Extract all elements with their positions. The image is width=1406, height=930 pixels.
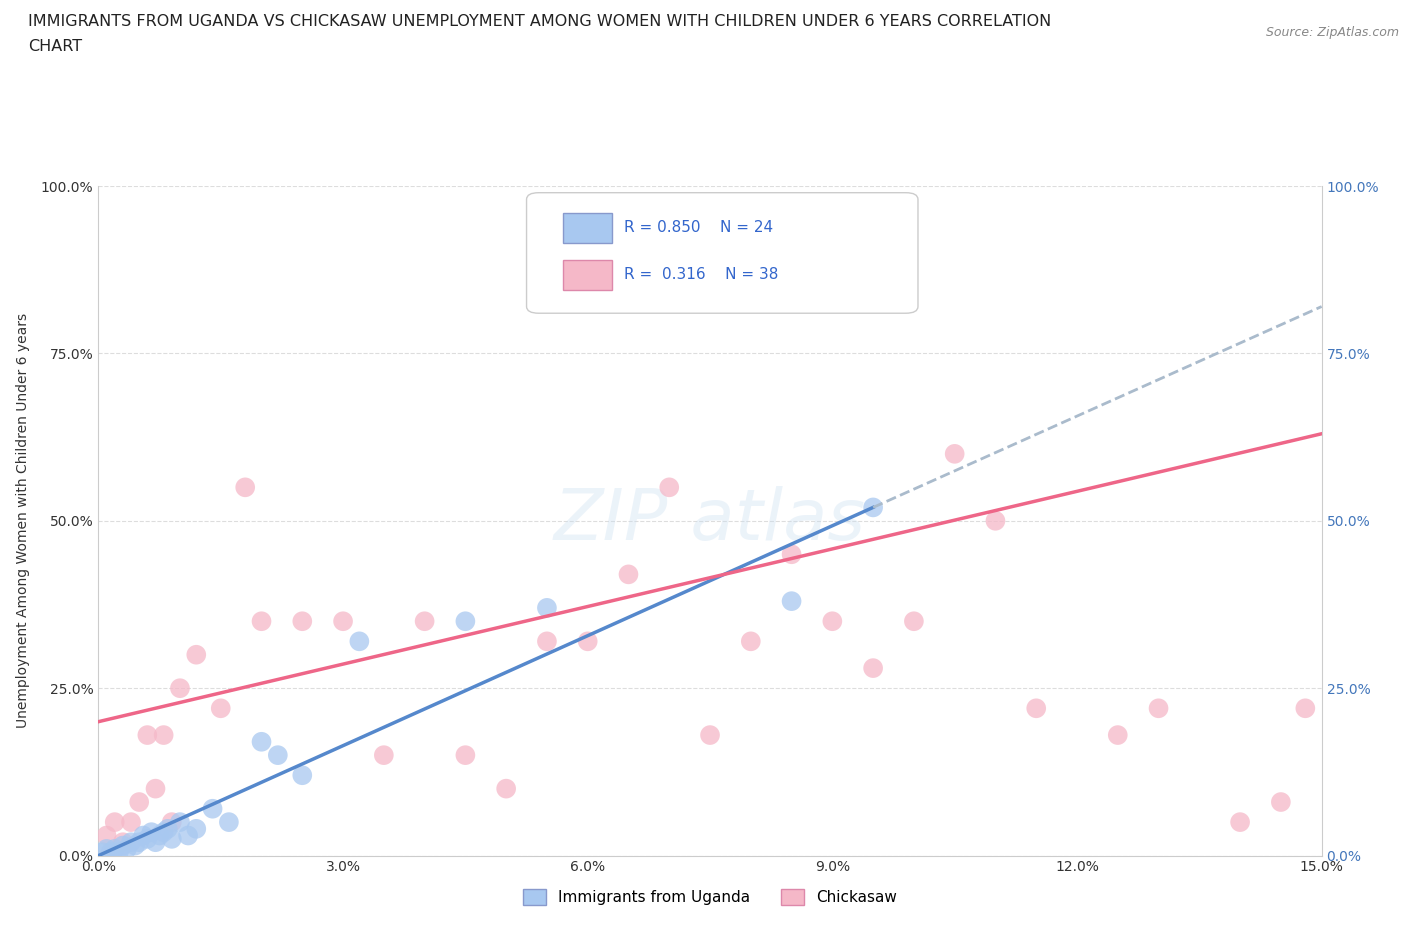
- Point: [96, 828, 118, 843]
- Text: IMMIGRANTS FROM UGANDA VS CHICKASAW UNEMPLOYMENT AMONG WOMEN WITH CHILDREN UNDER: IMMIGRANTS FROM UGANDA VS CHICKASAW UNEM…: [28, 14, 1052, 29]
- Point: [1025, 701, 1047, 716]
- Point: [617, 567, 640, 582]
- Text: CHART: CHART: [28, 39, 82, 54]
- Y-axis label: Unemployment Among Women with Children Under 6 years: Unemployment Among Women with Children U…: [15, 313, 30, 728]
- Point: [699, 727, 721, 742]
- Text: R = 0.850    N = 24: R = 0.850 N = 24: [624, 220, 773, 235]
- Point: [267, 748, 290, 763]
- Point: [136, 727, 159, 742]
- Point: [120, 815, 142, 830]
- Point: [740, 634, 762, 649]
- Point: [1147, 701, 1170, 716]
- Point: [780, 547, 803, 562]
- Point: [495, 781, 517, 796]
- Point: [152, 825, 174, 840]
- FancyBboxPatch shape: [564, 259, 612, 290]
- Point: [160, 815, 183, 830]
- Point: [658, 480, 681, 495]
- Point: [201, 802, 224, 817]
- Point: [115, 842, 138, 857]
- Point: [145, 835, 167, 850]
- Point: [1294, 701, 1316, 716]
- Point: [984, 513, 1007, 528]
- Point: [233, 480, 256, 495]
- Point: [250, 614, 273, 629]
- Point: [1107, 727, 1129, 742]
- Point: [136, 831, 159, 846]
- Point: [128, 794, 150, 809]
- Text: ZIP atlas: ZIP atlas: [554, 486, 866, 555]
- Point: [349, 634, 371, 649]
- Point: [373, 748, 395, 763]
- Point: [177, 828, 200, 843]
- Point: [91, 844, 114, 859]
- Point: [821, 614, 844, 629]
- Point: [536, 634, 558, 649]
- Point: [218, 815, 240, 830]
- Point: [332, 614, 354, 629]
- Point: [128, 835, 150, 850]
- FancyBboxPatch shape: [526, 193, 918, 313]
- Point: [250, 735, 273, 750]
- Point: [120, 835, 142, 850]
- Point: [104, 815, 127, 830]
- Point: [576, 634, 599, 649]
- Point: [100, 844, 122, 859]
- Point: [1270, 794, 1292, 809]
- FancyBboxPatch shape: [564, 213, 612, 243]
- Point: [454, 748, 477, 763]
- Point: [104, 842, 127, 857]
- Point: [132, 828, 155, 843]
- Point: [186, 821, 208, 836]
- Text: Source: ZipAtlas.com: Source: ZipAtlas.com: [1265, 26, 1399, 39]
- Text: R =  0.316    N = 38: R = 0.316 N = 38: [624, 267, 779, 282]
- Point: [96, 842, 118, 857]
- Point: [111, 838, 134, 853]
- Point: [943, 446, 966, 461]
- Point: [413, 614, 436, 629]
- Point: [536, 601, 558, 616]
- Point: [1229, 815, 1251, 830]
- Point: [454, 614, 477, 629]
- Point: [141, 825, 163, 840]
- Point: [124, 838, 146, 853]
- Point: [160, 831, 183, 846]
- Point: [111, 835, 134, 850]
- Point: [862, 660, 884, 675]
- Point: [209, 701, 232, 716]
- Legend: Immigrants from Uganda, Chickasaw: Immigrants from Uganda, Chickasaw: [517, 884, 903, 911]
- Point: [108, 844, 131, 859]
- Point: [156, 821, 179, 836]
- Point: [903, 614, 925, 629]
- Point: [780, 593, 803, 608]
- Point: [145, 781, 167, 796]
- Point: [291, 768, 314, 783]
- Point: [169, 681, 191, 696]
- Point: [169, 815, 191, 830]
- Point: [862, 500, 884, 515]
- Point: [291, 614, 314, 629]
- Point: [186, 647, 208, 662]
- Point: [152, 727, 174, 742]
- Point: [149, 828, 172, 843]
